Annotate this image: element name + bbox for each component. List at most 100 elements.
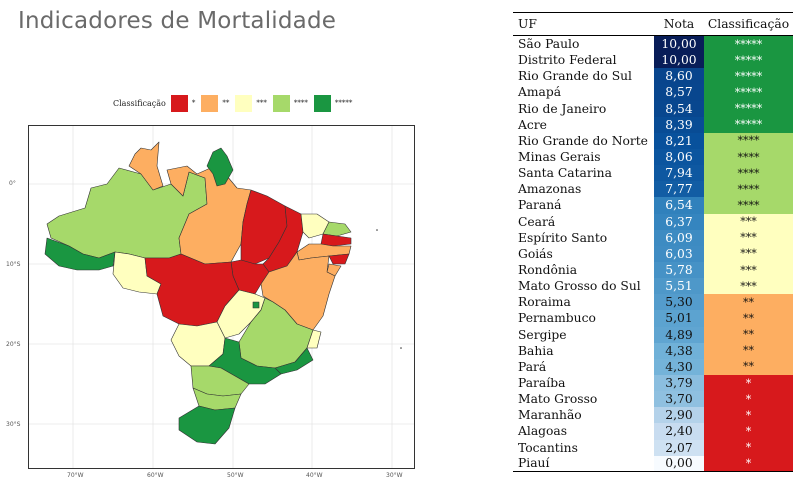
map-legend: Classificação * ** *** **** ***** [113,93,358,113]
table-row: Sergipe 4,89 ** [513,326,793,343]
table-row: Bahia 4,38 ** [513,342,793,359]
lat-label-20s: 20°S [6,341,21,348]
lon-label-70w: 70°W [67,472,84,479]
legend-label: ** [222,99,230,107]
table-header: UF Nota Classificação [513,12,793,36]
cell-classificacao: * [704,407,793,424]
cell-uf: Sergipe [518,327,567,342]
legend-item-5: ***** [313,94,353,112]
table-row: Santa Catarina 7,94 **** [513,165,793,182]
cell-nota: 10,00 [654,52,704,69]
cell-classificacao: ** [704,358,793,375]
cell-nota: 5,30 [654,294,704,311]
state-es [306,329,322,349]
cell-nota: 4,89 [654,326,704,343]
cell-classificacao: **** [704,165,793,182]
legend-item-1: * [170,94,195,112]
legend-swatch [313,94,331,112]
cell-classificacao: **** [704,132,793,149]
cell-classificacao: **** [704,181,793,198]
cell-classificacao: *** [704,245,793,262]
cell-uf: Bahia [518,343,554,358]
state-rn [322,221,352,237]
cell-nota: 2,07 [654,439,704,456]
legend-label: *** [256,99,267,107]
cell-classificacao: **** [704,148,793,166]
header-uf: UF [518,17,537,31]
cell-uf: Minas Gerais [518,150,601,165]
state-ba [260,251,336,331]
table-row: Tocantins 2,07 * [513,439,793,456]
table-row: Piauí 0,00 * [513,455,793,472]
cell-nota: 2,40 [654,423,704,440]
lat-label-30s: 30°S [6,421,21,428]
cell-uf: Pará [518,359,547,374]
table-row: Amapá 8,57 ***** [513,84,793,101]
table-row: Distrito Federal 10,00 ***** [513,52,793,69]
legend-item-3: *** [235,94,267,112]
cell-uf: Rio Grande do Norte [518,133,648,148]
cell-uf: Ceará [518,214,556,229]
cell-uf: Mato Grosso do Sul [518,279,641,294]
cell-uf: Mato Grosso [518,392,598,407]
table-row: Espírito Santo 6,09 *** [513,229,793,246]
cell-nota: 8,06 [654,148,704,166]
cell-classificacao: ** [704,310,793,327]
cell-nota: 10,00 [654,36,704,53]
legend-label: ***** [334,99,353,107]
state-df [252,301,260,309]
cell-nota: 5,01 [654,310,704,327]
cell-nota: 8,21 [654,132,704,149]
cell-uf: Tocantins [518,440,578,455]
cell-nota: 2,90 [654,407,704,424]
cell-classificacao: ***** [704,68,793,85]
cell-nota: 6,09 [654,229,704,246]
lon-label-30w: 30°W [386,472,403,479]
cell-nota: 7,94 [654,165,704,182]
header-nota: Nota [663,17,695,31]
cell-uf: Amapá [518,85,562,100]
cell-nota: 4,30 [654,358,704,375]
cell-nota: 6,37 [654,213,704,230]
table-row: Mato Grosso 3,70 * [513,391,793,408]
legend-swatch [235,94,253,112]
lon-label-60w: 60°W [147,472,164,479]
cell-nota: 8,39 [654,116,704,133]
cell-uf: Roraima [518,295,571,310]
cell-classificacao: * [704,439,793,456]
state-rs [178,405,236,445]
cell-nota: 8,57 [654,84,704,101]
cell-classificacao: *** [704,229,793,246]
legend-item-4: **** [272,94,308,112]
cell-classificacao: ***** [704,116,793,133]
table-row: Acre 8,39 ***** [513,116,793,133]
table-row: Rio de Janeiro 8,54 ***** [513,100,793,117]
brazil-map [28,125,415,469]
cell-uf: São Paulo [518,37,580,52]
cell-uf: Paraná [518,198,562,213]
table-row: Mato Grosso do Sul 5,51 *** [513,278,793,295]
cell-classificacao: ** [704,294,793,311]
cell-nota: 5,51 [654,278,704,295]
brazil-map-svg [29,126,414,468]
cell-uf: Paraíba [518,376,566,391]
table-row: São Paulo 10,00 ***** [513,36,793,53]
cell-classificacao: ** [704,326,793,343]
cell-classificacao: **** [704,197,793,214]
cell-nota: 8,54 [654,100,704,117]
cell-uf: Rio de Janeiro [518,101,607,116]
cell-nota: 3,70 [654,391,704,408]
cell-classificacao: ***** [704,36,793,53]
legend-swatch [201,94,219,112]
table-row: Pará 4,30 ** [513,358,793,375]
state-al [328,253,350,265]
state-pb [320,233,352,247]
table-row: Rondônia 5,78 *** [513,261,793,279]
table-row: Maranhão 2,90 * [513,407,793,424]
cell-nota: 5,78 [654,261,704,279]
lat-label-10s: 10°S [6,261,21,268]
cell-uf: Rondônia [518,263,578,278]
legend-label: **** [293,99,308,107]
cell-uf: Pernambuco [518,311,596,326]
cell-nota: 7,77 [654,181,704,198]
